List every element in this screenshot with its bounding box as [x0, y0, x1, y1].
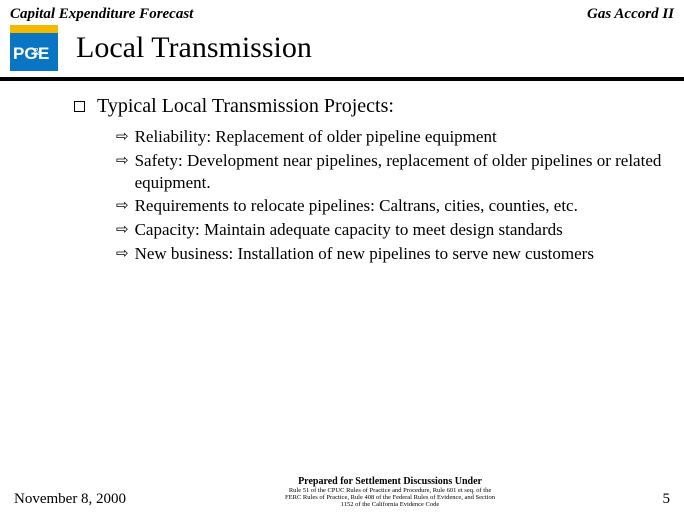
sub-bullet-row: ⇨ Reliability: Replacement of older pipe…	[116, 126, 664, 148]
footer-center-title: Prepared for Settlement Discussions Unde…	[134, 476, 646, 487]
sub-bullet-text: Capacity: Maintain adequate capacity to …	[135, 219, 563, 241]
sub-bullet-text: Requirements to relocate pipelines: Calt…	[135, 195, 578, 217]
sub-bullet-row: ⇨ Capacity: Maintain adequate capacity t…	[116, 219, 664, 241]
sub-bullet-text: Safety: Development near pipelines, repl…	[135, 150, 664, 194]
sub-bullet-row: ⇨ New business: Installation of new pipe…	[116, 243, 664, 265]
title-divider	[0, 77, 684, 81]
slide-footer: November 8, 2000 Prepared for Settlement…	[0, 476, 684, 508]
square-bullet-icon	[74, 101, 85, 112]
slide-header: Capital Expenditure Forecast Gas Accord …	[0, 0, 684, 23]
footer-center: Prepared for Settlement Discussions Unde…	[134, 476, 646, 508]
footer-page-number: 5	[654, 491, 670, 508]
footer-date: November 8, 2000	[14, 491, 126, 508]
sub-bullet-row: ⇨ Requirements to relocate pipelines: Ca…	[116, 195, 664, 217]
arrow-icon: ⇨	[116, 197, 129, 216]
arrow-icon: ⇨	[116, 128, 129, 147]
main-bullet-row: Typical Local Transmission Projects:	[74, 95, 664, 118]
header-left-text: Capital Expenditure Forecast	[10, 6, 193, 23]
sub-bullet-row: ⇨ Safety: Development near pipelines, re…	[116, 150, 664, 194]
slide-title: Local Transmission	[76, 31, 312, 65]
arrow-icon: ⇨	[116, 245, 129, 264]
content-area: Typical Local Transmission Projects: ⇨ R…	[0, 95, 684, 265]
footer-center-line: Rule 51 of the CPUC Rules of Practice an…	[134, 487, 646, 494]
pge-logo: PG E &	[10, 25, 58, 71]
sub-bullet-text: Reliability: Replacement of older pipeli…	[135, 126, 497, 148]
header-right-text: Gas Accord II	[587, 6, 674, 23]
sub-bullet-text: New business: Installation of new pipeli…	[135, 243, 594, 265]
arrow-icon: ⇨	[116, 152, 129, 171]
footer-center-line: FERC Rules of Practice, Rule 408 of the …	[134, 494, 646, 501]
title-row: PG E & Local Transmission	[0, 23, 684, 77]
arrow-icon: ⇨	[116, 221, 129, 240]
svg-text:&: &	[33, 47, 40, 58]
main-bullet-text: Typical Local Transmission Projects:	[97, 95, 394, 118]
svg-text:E: E	[38, 44, 49, 63]
sub-bullet-list: ⇨ Reliability: Replacement of older pipe…	[74, 126, 664, 265]
footer-center-line: 1152 of the California Evidence Code	[134, 501, 646, 508]
